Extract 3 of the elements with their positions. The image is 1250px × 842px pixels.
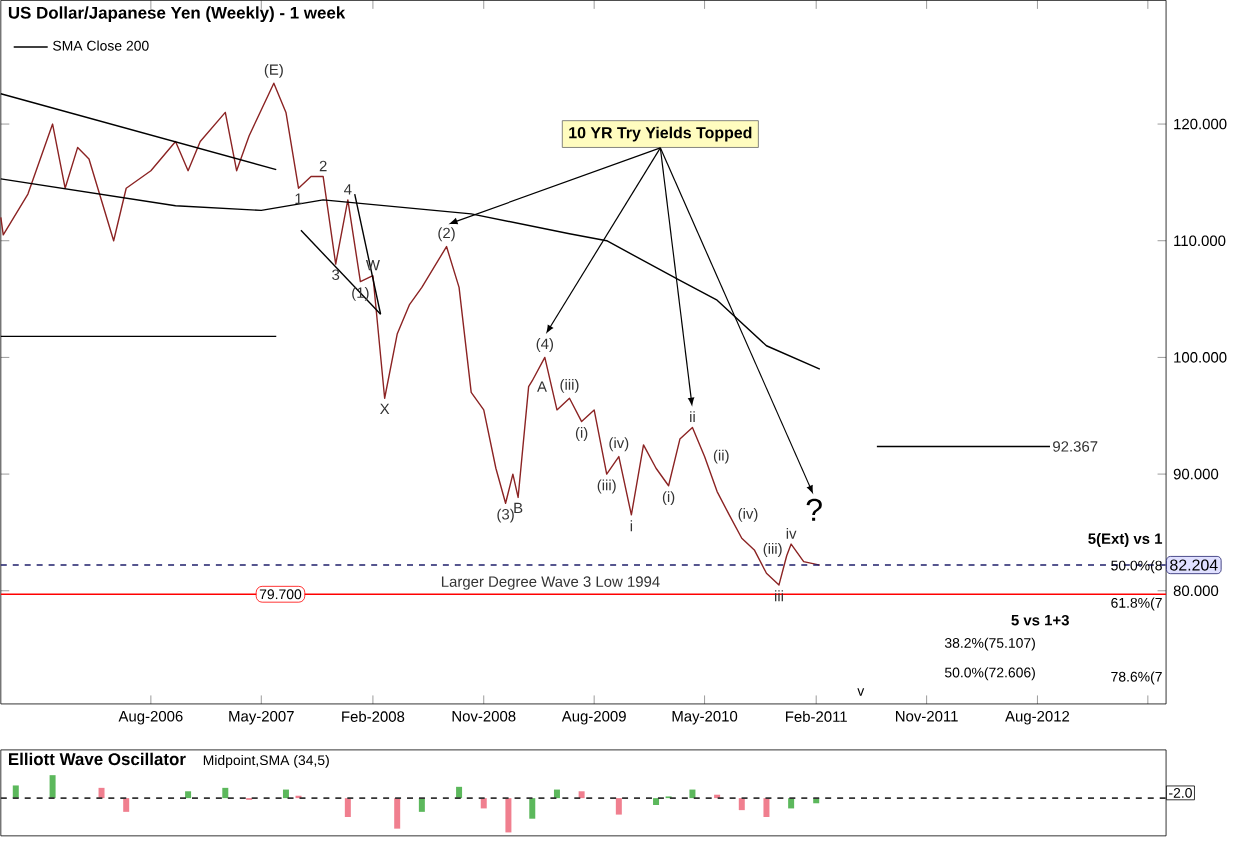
annotation: ? [806, 498, 822, 521]
chart-title: US Dollar/Japanese Yen (Weekly) - 1 week [8, 6, 346, 23]
chart-title: Elliott Wave Oscillator [8, 752, 186, 766]
